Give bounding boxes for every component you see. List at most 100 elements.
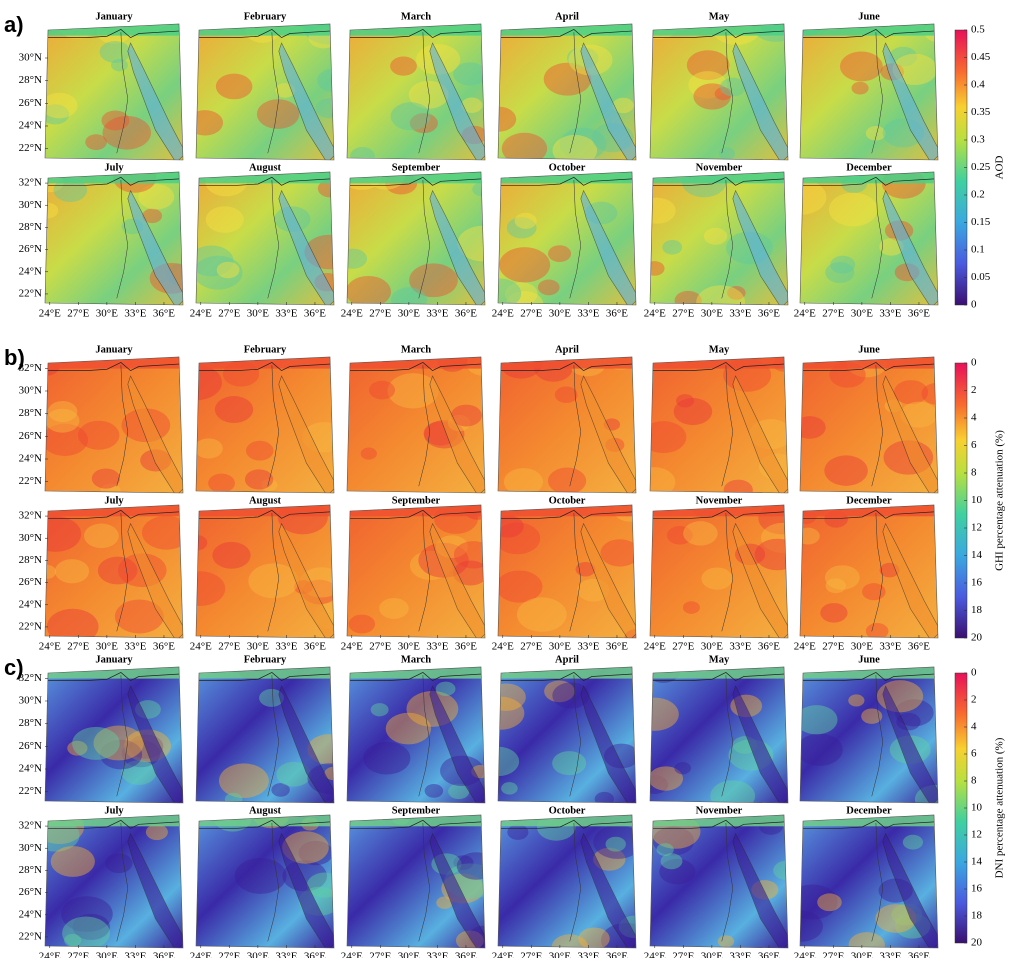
map-title: June [858,344,880,355]
colorbar-tick-label: 14 [971,856,983,868]
sea-north [45,815,183,827]
map-blob [390,102,431,131]
map-outline [346,356,486,494]
x-tick-label: 36°E [606,641,628,653]
map-blob [498,278,522,305]
colorbar-tick-label: 16 [971,883,983,895]
map-blob [448,783,470,800]
sea-north [196,24,334,36]
map-blob [101,110,130,131]
x-tick-label: 24°E [794,951,816,958]
nile [721,822,734,942]
map-blob [214,396,254,423]
x-tick-label: 30°E [247,641,269,653]
red-sea [278,522,334,638]
colorbar-tick-label: 0.2 [971,189,985,201]
map-blob [256,99,300,129]
red-sea [732,522,788,638]
map-field [45,24,183,160]
map-field [45,815,183,948]
map [196,172,334,305]
nile [116,822,129,942]
map-field [650,24,788,160]
x-tick-label: 27°E [67,641,89,653]
x-tick-label: 36°E [304,951,326,958]
map-title: May [709,11,730,22]
y-tick-label: 30°N [19,385,42,397]
map-outline [799,504,939,639]
red-sea [278,375,334,493]
map-blob [61,896,113,932]
x-tick-label: 33°E [275,308,297,320]
colorbar-tick-label: 10 [971,494,983,506]
nile [569,365,582,487]
x-tick-label: 36°E [304,641,326,653]
map-field [45,667,183,803]
map-title: January [95,11,133,22]
map-field [800,815,938,948]
map-blob [727,286,746,300]
coastline [45,672,183,682]
sea-north [650,667,788,679]
map-blob [62,916,110,948]
coastline [650,176,788,186]
red-sea [732,832,788,948]
map-blob [650,667,681,683]
colorbar-tick-label: 16 [971,577,983,589]
map-blob [650,197,676,224]
map-blob [701,567,733,590]
x-tick-label: 36°E [455,641,477,653]
nile [871,32,884,154]
map-blob [452,560,485,586]
red-sea [580,832,636,948]
map [347,505,485,638]
red-sea [580,375,636,493]
map [45,815,183,948]
y-tick-label: 26°N [19,576,42,588]
sea-north [498,357,636,369]
coastline [650,509,788,519]
map-outline [497,504,637,639]
map-blob [435,681,456,697]
coastline [800,176,938,186]
sea-north [45,172,183,184]
nile [721,365,734,487]
nile [721,512,734,632]
map-title: October [549,495,586,506]
map-title: March [401,11,431,22]
map-title: February [244,344,287,355]
map-blob [248,563,299,599]
nile [871,365,884,487]
map-blob [674,290,702,305]
coastline [196,176,334,186]
red-sea [580,522,636,638]
x-tick-label: 36°E [153,308,175,320]
x-tick-label: 27°E [218,951,240,958]
map-outline [195,814,335,949]
x-tick-label: 36°E [153,951,175,958]
map-outline [346,23,486,161]
x-tick-label: 36°E [455,308,477,320]
colorbar-tick-label: 0 [971,357,977,369]
x-tick-label: 27°E [672,951,694,958]
nile [569,512,582,632]
y-tick-label: 30°N [19,695,42,707]
map [498,667,636,803]
map-blob [754,538,788,571]
coastline [650,819,788,829]
sea-north [800,357,938,369]
map [650,505,788,638]
coastline [800,362,938,372]
map-outline [649,814,789,949]
map-blob [50,846,95,877]
map-blob [306,872,334,898]
map-outline [799,23,939,161]
map [196,24,334,160]
colorbar-tick-label: 10 [971,802,983,814]
map-blob [196,245,234,277]
map-title: May [709,654,730,665]
map-blob [46,608,99,638]
map-blob [504,282,538,305]
sea-north [347,667,485,679]
map-blob [723,479,753,493]
